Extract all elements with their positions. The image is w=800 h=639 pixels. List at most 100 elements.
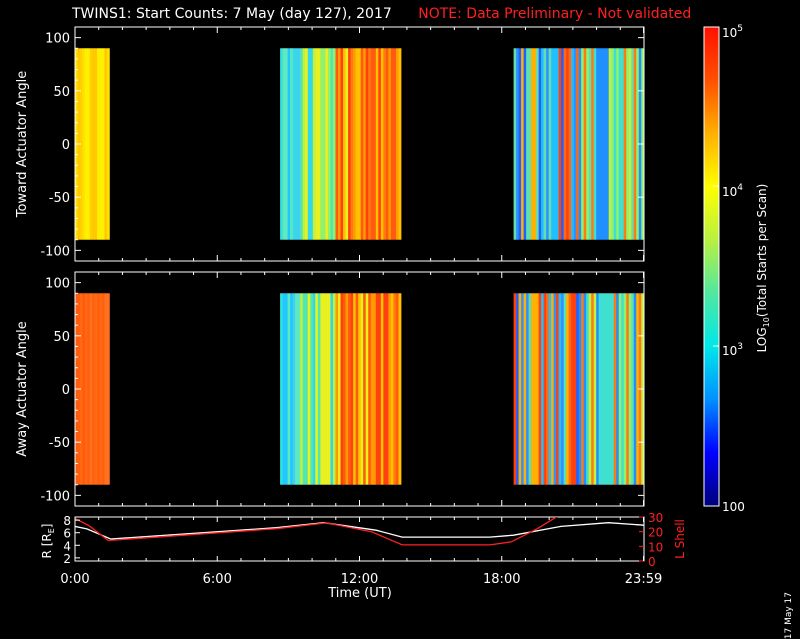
toward-block2-column <box>606 48 610 240</box>
orbit-left-tick-label: 8 <box>63 514 71 528</box>
away-block1-column <box>353 293 357 485</box>
toward-block2-column <box>623 48 627 240</box>
away-block2-column <box>578 293 582 485</box>
away-block1-column <box>395 293 399 485</box>
away-block2-column <box>521 293 525 485</box>
away-heatmap-panel <box>75 293 645 485</box>
x-tick-label: 18:00 <box>483 572 520 587</box>
toward-block0-column <box>79 48 83 240</box>
toward-block1-column <box>365 48 369 240</box>
toward-ytick-label: 0 <box>62 138 70 153</box>
away-block1-column <box>378 293 382 485</box>
away-block1-column <box>312 293 316 485</box>
toward-block1-column <box>307 48 311 240</box>
away-block0-column <box>106 293 110 485</box>
toward-block1-column <box>368 48 372 240</box>
away-block2-column <box>603 293 607 485</box>
toward-block2-column <box>598 48 602 240</box>
toward-block2-column <box>521 48 525 240</box>
toward-block1-column <box>380 48 384 240</box>
toward-block2-column <box>618 48 622 240</box>
toward-block2-column <box>586 48 590 240</box>
away-block1-column <box>280 293 283 485</box>
orbit-right-tick-label: 10 <box>648 540 663 554</box>
title-main: TWINS1: Start Counts: 7 May (day 127), 2… <box>72 6 392 22</box>
toward-block2-column <box>566 48 570 240</box>
toward-ytick-label: 100 <box>45 32 70 47</box>
toward-block0-column <box>97 48 100 240</box>
away-block2-column <box>636 293 640 485</box>
away-block0-column <box>84 293 88 485</box>
toward-block1-column <box>310 48 314 240</box>
toward-block0-column <box>82 48 86 240</box>
away-yticks: 100 50 0 -50 -100 <box>40 272 645 506</box>
away-block1-column <box>383 293 387 485</box>
away-block1-column <box>282 293 286 485</box>
away-ytick-label: -50 <box>49 436 70 451</box>
toward-block2-column <box>621 48 625 240</box>
l-shell-line <box>75 517 558 546</box>
away-block1-column <box>297 293 301 485</box>
away-block1-column <box>285 293 289 485</box>
title-note: NOTE: Data Preliminary - Not validated <box>418 6 692 22</box>
toward-ytick-label: -100 <box>40 244 70 259</box>
toward-block1-column <box>353 48 357 240</box>
away-block2-column <box>623 293 627 485</box>
toward-block2-column <box>536 48 540 240</box>
away-block1-column <box>380 293 384 485</box>
away-block0-column <box>104 293 108 485</box>
toward-block2-column <box>631 48 635 240</box>
toward-block1-column <box>375 48 379 240</box>
away-ytick-label: 50 <box>53 330 70 345</box>
toward-block1-column <box>285 48 289 240</box>
away-block0-column <box>92 293 96 485</box>
away-block0-column <box>82 293 86 485</box>
away-block2-column <box>631 293 635 485</box>
colorbar <box>703 26 720 507</box>
toward-block2-column <box>581 48 585 240</box>
toward-block2-column <box>578 48 582 240</box>
away-block1-column <box>390 293 394 485</box>
away-block1-column <box>348 293 352 485</box>
toward-block1-column <box>330 48 334 240</box>
toward-block1-column <box>370 48 374 240</box>
away-block2-column <box>548 293 552 485</box>
away-block2-column <box>541 293 545 485</box>
toward-block2-column <box>626 48 630 240</box>
away-block2-column <box>526 293 530 485</box>
away-block2-column <box>516 293 520 485</box>
away-block1-column <box>338 293 341 485</box>
away-block1-column <box>302 293 306 485</box>
toward-block1-column <box>373 48 377 240</box>
away-block1-column <box>315 293 319 485</box>
toward-block1-column <box>390 48 394 240</box>
toward-block1-column <box>358 48 362 240</box>
toward-yticks: 100 50 0 -50 -100 <box>40 27 645 261</box>
toward-block1-column <box>322 48 326 240</box>
away-block1-column <box>360 293 364 485</box>
toward-block1-column <box>320 48 324 240</box>
away-block1-column <box>365 293 369 485</box>
orbit-lines <box>75 517 644 546</box>
toward-block1-column <box>302 48 306 240</box>
orbit-right-tick-label: 30 <box>648 511 663 525</box>
orbit-right-tick-label: 0 <box>648 555 656 569</box>
away-block0-column <box>94 293 98 485</box>
away-block2-column <box>536 293 540 485</box>
away-block2-column <box>583 293 587 485</box>
toward-block1-column <box>340 48 344 240</box>
away-block1-column <box>388 293 392 485</box>
toward-block0-column <box>92 48 96 240</box>
away-block2-column <box>591 293 595 485</box>
away-block1-column <box>358 293 362 485</box>
away-block1-column <box>290 293 294 485</box>
toward-block2-column <box>593 48 597 240</box>
away-block2-column <box>531 293 535 485</box>
away-block2-column <box>551 293 555 485</box>
toward-block2-column <box>556 48 560 240</box>
toward-block0-column <box>87 48 91 240</box>
x-tick-label: 23:59 <box>625 572 662 587</box>
toward-block2-column <box>563 48 567 240</box>
away-ytick-label: -100 <box>40 489 70 504</box>
away-block1-column <box>368 293 372 485</box>
